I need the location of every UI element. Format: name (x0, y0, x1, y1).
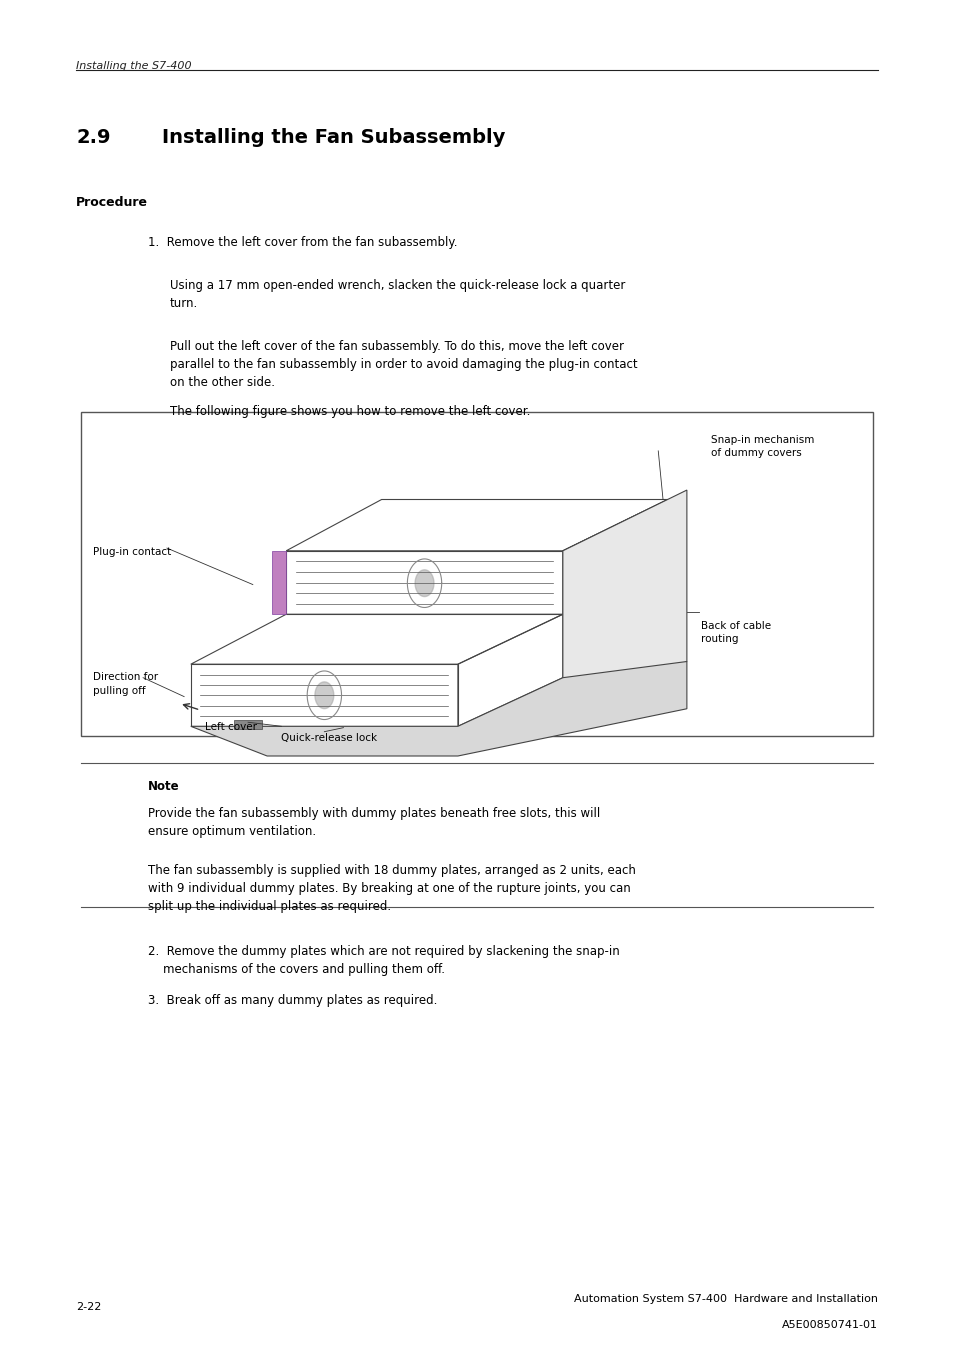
Text: 1.  Remove the left cover from the fan subassembly.: 1. Remove the left cover from the fan su… (148, 236, 456, 250)
Text: 3.  Break off as many dummy plates as required.: 3. Break off as many dummy plates as req… (148, 994, 436, 1007)
Text: Automation System S7-400  Hardware and Installation: Automation System S7-400 Hardware and In… (573, 1295, 877, 1304)
Polygon shape (191, 662, 686, 756)
Text: A5E00850741-01: A5E00850741-01 (781, 1320, 877, 1330)
Text: Pull out the left cover of the fan subassembly. To do this, move the left cover
: Pull out the left cover of the fan subas… (170, 340, 637, 389)
Text: Provide the fan subassembly with dummy plates beneath free slots, this will
ensu: Provide the fan subassembly with dummy p… (148, 807, 599, 838)
Text: 2-22: 2-22 (76, 1303, 102, 1312)
Text: Direction for
pulling off: Direction for pulling off (93, 672, 158, 695)
Text: Using a 17 mm open-ended wrench, slacken the quick-release lock a quarter
turn.: Using a 17 mm open-ended wrench, slacken… (170, 279, 624, 310)
Polygon shape (233, 720, 262, 729)
Text: The fan subassembly is supplied with 18 dummy plates, arranged as 2 units, each
: The fan subassembly is supplied with 18 … (148, 864, 635, 913)
Polygon shape (415, 570, 434, 597)
Text: Procedure: Procedure (76, 196, 148, 209)
Polygon shape (314, 682, 334, 709)
Polygon shape (562, 551, 578, 614)
Text: Installing the Fan Subassembly: Installing the Fan Subassembly (162, 128, 505, 147)
Text: Installing the S7-400: Installing the S7-400 (76, 61, 192, 70)
Text: The following figure shows you how to remove the left cover.: The following figure shows you how to re… (170, 405, 530, 418)
Text: Back of cable
routing: Back of cable routing (700, 621, 771, 644)
Text: Snap-in mechanism
of dummy covers: Snap-in mechanism of dummy covers (710, 435, 813, 458)
Text: 2.9: 2.9 (76, 128, 111, 147)
Polygon shape (562, 490, 686, 726)
FancyBboxPatch shape (81, 412, 872, 736)
Text: 2.  Remove the dummy plates which are not required by slackening the snap-in
   : 2. Remove the dummy plates which are not… (148, 945, 618, 976)
Text: Note: Note (148, 780, 179, 794)
Text: Quick-release lock: Quick-release lock (281, 733, 377, 743)
Polygon shape (272, 551, 286, 614)
Text: Left cover: Left cover (205, 722, 257, 732)
Text: Plug-in contact: Plug-in contact (93, 547, 172, 556)
